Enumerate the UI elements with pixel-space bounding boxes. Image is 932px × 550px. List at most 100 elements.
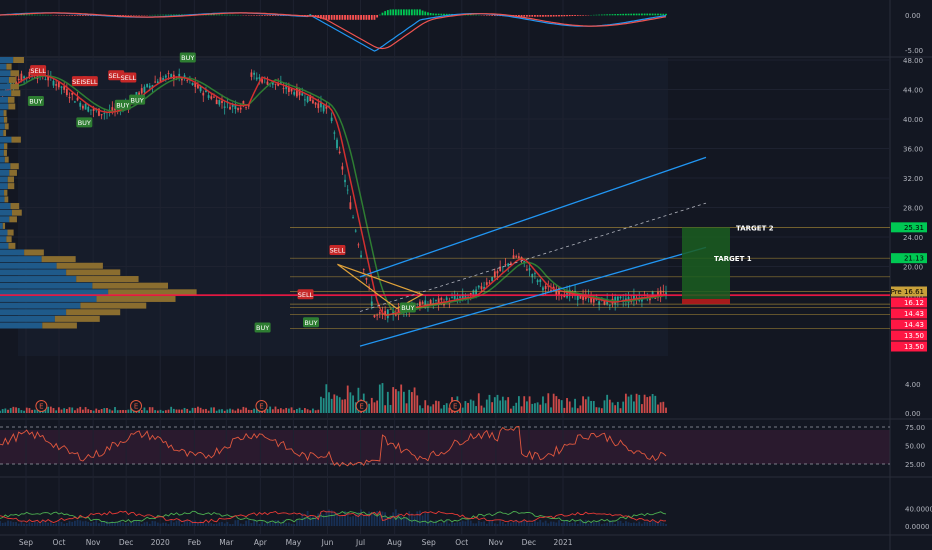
buy-signal[interactable]: BUY [129, 94, 146, 105]
candle-body [320, 101, 322, 108]
volume-profile-buy [0, 70, 11, 77]
adx-bar [349, 516, 352, 526]
volume-bar [520, 406, 523, 413]
volume-bar [435, 400, 437, 413]
volume-bar [183, 407, 186, 413]
adx-bar [389, 515, 392, 526]
adx-bar [386, 516, 389, 526]
buy-signal[interactable]: BUY [303, 317, 320, 328]
volume-bar [558, 399, 560, 413]
candle-body [79, 102, 82, 107]
candle-body [515, 256, 518, 258]
buy-signal[interactable]: BUY [399, 302, 416, 313]
buy-signal[interactable]: BUY [179, 52, 196, 63]
volume-bar [563, 407, 566, 413]
macd-histogram [424, 11, 427, 16]
price-badge [891, 286, 927, 297]
volume-bar [624, 393, 627, 413]
date-label: 2021 [553, 538, 572, 547]
sell-signal[interactable]: SELL [120, 72, 136, 83]
volume-bar [571, 407, 574, 413]
candle-body [82, 105, 84, 109]
sell-signal[interactable]: SELL [297, 289, 314, 300]
candle-body [199, 86, 202, 92]
adx-bar [47, 522, 50, 526]
adx-bar [504, 524, 507, 526]
buy-signal[interactable]: BUY [254, 322, 271, 333]
sell-signal[interactable]: SELL [81, 76, 98, 87]
buy-signal[interactable]: BUY [114, 99, 131, 110]
adx-bar [114, 522, 116, 526]
volume-bar [408, 389, 411, 413]
adx-bar [325, 510, 328, 526]
adx-bar [100, 521, 103, 526]
earnings-marker[interactable]: E [449, 400, 462, 412]
macd-histogram [614, 14, 617, 16]
volume-bar [651, 394, 654, 413]
adx-bar [603, 523, 606, 526]
volume-profile-sell [24, 249, 44, 256]
candle-body [100, 114, 103, 116]
candle-body [253, 72, 255, 75]
adx-bar [606, 522, 609, 526]
adx-bar [15, 522, 17, 526]
earnings-marker[interactable]: E [35, 400, 48, 412]
candle-body [555, 290, 558, 296]
earnings-marker[interactable]: E [255, 400, 268, 412]
macd-histogram [435, 13, 437, 16]
volume-bar [611, 402, 614, 413]
macd-histogram [384, 11, 387, 16]
candle-body [576, 292, 579, 301]
volume-bar [336, 395, 338, 413]
volume-bar [237, 408, 239, 413]
adx-bar [28, 521, 31, 526]
candle-body [469, 292, 472, 295]
buy-signal[interactable]: BUY [27, 96, 44, 107]
volume-profile-sell [4, 189, 8, 196]
volume-bar [159, 409, 162, 413]
macd-histogram [603, 14, 606, 16]
sell-signal[interactable]: SELL [30, 65, 46, 76]
adx-bar [68, 521, 71, 526]
price-badge [891, 222, 927, 233]
macd-histogram [411, 9, 413, 16]
candle-body [365, 278, 368, 280]
candle-body [210, 96, 213, 99]
adx-bar [536, 521, 539, 526]
macd-histogram [467, 14, 469, 16]
volume-profile-buy [0, 229, 8, 236]
candle-body [472, 290, 475, 298]
candle-body [517, 256, 520, 258]
sell-signal[interactable]: SELL [108, 70, 124, 81]
candle-body [445, 297, 448, 301]
volume-bar [394, 389, 397, 413]
volume-bar [493, 397, 496, 413]
adx-bar [282, 520, 285, 526]
volume-profile-buy [0, 110, 4, 117]
buy-signal[interactable]: BUY [76, 117, 93, 128]
candle-body [608, 304, 611, 306]
volume-profile-buy [0, 203, 11, 210]
volume-bar [164, 410, 167, 413]
earnings-marker[interactable]: E [355, 400, 368, 412]
candle-body [509, 262, 512, 264]
macd-histogram [338, 15, 341, 20]
macd-histogram [73, 15, 76, 16]
adx-bar [172, 522, 175, 526]
macd-histogram [386, 10, 389, 16]
macd-histogram [330, 15, 333, 20]
macd-histogram [539, 15, 542, 17]
earnings-marker[interactable]: E [130, 400, 143, 412]
adx-bar [4, 522, 7, 526]
adx-bar [1, 522, 4, 526]
sell-signal[interactable]: SELL [329, 245, 346, 256]
macd-histogram [360, 15, 362, 20]
volume-bar [349, 392, 352, 413]
candle-body [167, 73, 170, 74]
volume-bar [148, 407, 151, 413]
signal-label: BUY [116, 101, 129, 109]
earnings-label: E [359, 403, 363, 411]
adx-bar [405, 517, 408, 526]
volume-bar [437, 401, 440, 413]
